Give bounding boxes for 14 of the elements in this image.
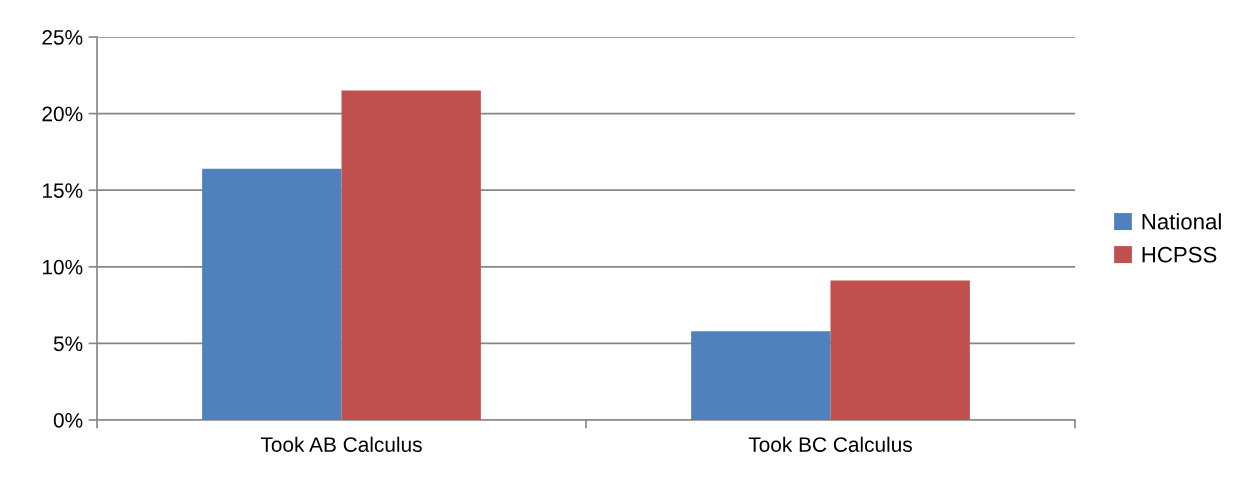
bar bbox=[691, 331, 831, 420]
x-tick-label: Took AB Calculus bbox=[260, 436, 422, 452]
y-tick-label: 20% bbox=[42, 106, 83, 122]
bar bbox=[830, 280, 970, 420]
y-tick-label: 25% bbox=[42, 30, 83, 45]
legend-label: National bbox=[1142, 213, 1221, 230]
legend-label: HCPSS bbox=[1142, 246, 1217, 263]
bar bbox=[341, 90, 481, 420]
bar bbox=[202, 168, 342, 420]
y-tick-label: 10% bbox=[43, 259, 83, 275]
x-tick-label: Took BC Calculus bbox=[748, 436, 912, 452]
y-tick-label: 5% bbox=[53, 336, 83, 352]
y-tick-label: 15% bbox=[43, 183, 83, 198]
y-tick-label: 0% bbox=[53, 413, 83, 428]
